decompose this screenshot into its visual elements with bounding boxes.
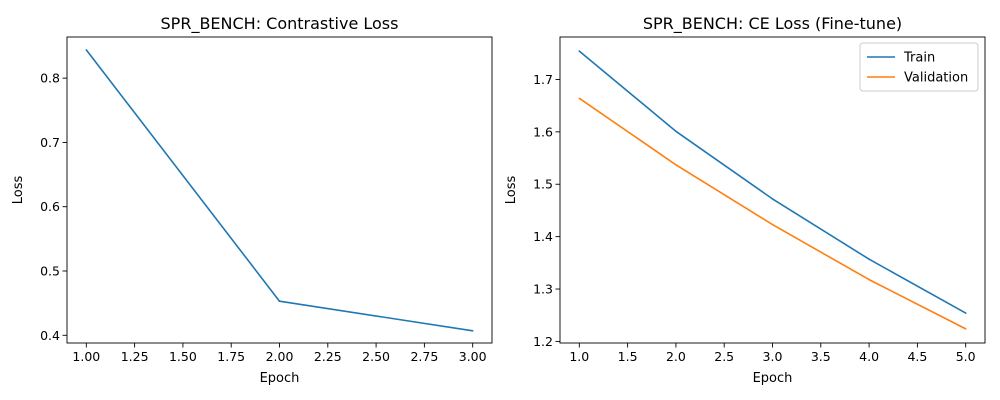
data-point — [964, 312, 967, 314]
y-tick-label: 1.4 — [533, 229, 553, 244]
x-tick-label: 2.50 — [362, 349, 390, 364]
data-point — [675, 164, 677, 166]
series-line-validation — [578, 97, 967, 330]
x-tick-label: 2.5 — [714, 349, 734, 364]
x-tick-label: 2.25 — [314, 349, 342, 364]
data-point — [868, 258, 870, 261]
x-tick-label: 4.5 — [907, 349, 927, 364]
plot-frame — [559, 36, 986, 344]
y-tick-label: 1.7 — [533, 72, 553, 87]
x-tick-label: 1.50 — [169, 349, 197, 364]
data-point — [471, 330, 474, 332]
x-tick-label: 1.75 — [217, 349, 245, 364]
series-line-1 — [85, 49, 473, 332]
x-tick-label: 5.0 — [956, 349, 976, 364]
x-tick-label: 1.0 — [569, 349, 589, 364]
data-point — [964, 328, 967, 330]
y-tick-label: 1.6 — [533, 124, 553, 139]
data-point — [675, 130, 677, 133]
chart-panel-1: SPR_BENCH: Contrastive Loss 1.00 1.25 1.50 1… — [11, 14, 493, 386]
x-axis-label: Epoch — [260, 371, 300, 386]
x-tick-label: 1.00 — [72, 349, 100, 364]
x-tick-label: 2.75 — [410, 349, 438, 364]
y-tick-label: 1.5 — [533, 177, 553, 192]
data-point — [771, 198, 774, 200]
y-tick-label: 1.2 — [533, 334, 553, 349]
chart-legend: Train Validation — [859, 42, 979, 92]
data-point — [578, 97, 581, 100]
y-tick-label: 0.5 — [40, 264, 60, 279]
data-point — [578, 50, 581, 52]
y-axis-label: Loss — [504, 176, 519, 205]
x-tick-label: 2.0 — [666, 349, 686, 364]
x-axis-label: Epoch — [753, 371, 793, 386]
data-point — [85, 49, 88, 51]
data-point — [771, 223, 774, 226]
data-point — [868, 278, 870, 281]
chart-title: SPR_BENCH: CE Loss (Fine-tune) — [643, 14, 902, 34]
legend-label: Train — [903, 51, 935, 66]
x-tick-label: 1.25 — [121, 349, 149, 364]
y-tick-label: 1.3 — [533, 282, 553, 297]
x-tick-label: 3.00 — [459, 349, 487, 364]
x-tick-label: 4.0 — [859, 349, 879, 364]
y-tick-label: 0.8 — [40, 71, 60, 86]
data-point — [278, 300, 281, 303]
chart-panel-2: SPR_BENCH: CE Loss (Fine-tune) 1.0 1.5 2.0 2… — [504, 14, 986, 386]
x-tick-label: 3.0 — [763, 349, 783, 364]
chart-title: SPR_BENCH: Contrastive Loss — [161, 14, 399, 34]
x-tick-label: 1.5 — [618, 349, 638, 364]
legend-box — [859, 42, 979, 92]
x-tick-label: 2.00 — [266, 349, 294, 364]
y-tick-label: 0.6 — [40, 199, 60, 214]
y-tick-label: 0.4 — [40, 328, 60, 343]
y-axis-label: Loss — [11, 176, 26, 205]
plot-frame — [66, 36, 493, 344]
legend-label: Validation — [904, 71, 968, 86]
y-tick-label: 0.7 — [40, 135, 60, 150]
x-tick-label: 3.5 — [811, 349, 831, 364]
